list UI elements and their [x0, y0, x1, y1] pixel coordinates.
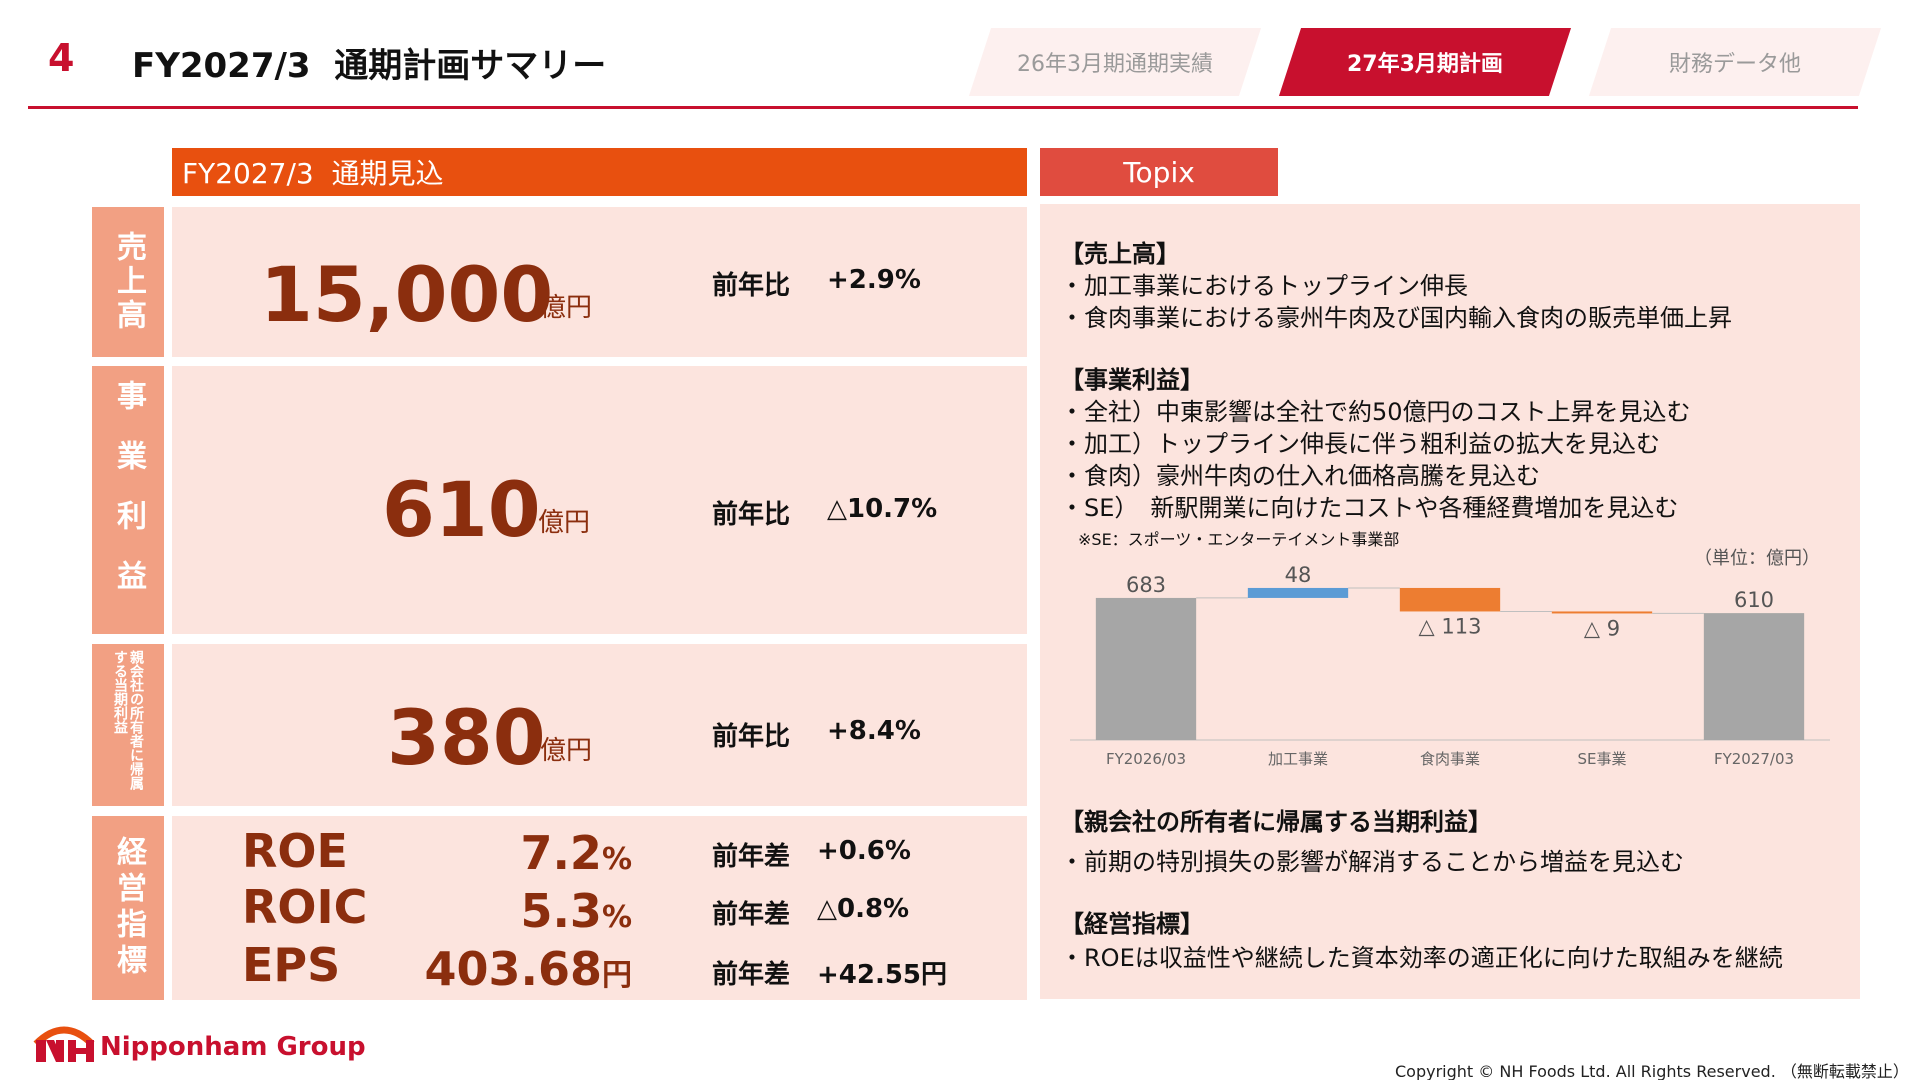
tab-label: 27年3月期計画 [1347, 52, 1503, 77]
chart-bar-0 [1095, 597, 1197, 740]
chart-value-label: 48 [1285, 563, 1312, 587]
waterfall-chart: （単位：億円） 683 FY2026/03 48 加工事業 △ 113 食肉事業 △ 9 SE事… [1070, 548, 1830, 768]
sales-unit: 億円 [540, 293, 593, 323]
tab-fy2026-results[interactable]: 26年3月期通期実績 [968, 28, 1262, 96]
topix-section-title: Topix [1040, 148, 1278, 196]
chart-category-label: 加工事業 [1268, 750, 1328, 768]
chart-category-label: FY2027/03 [1714, 750, 1794, 768]
chart-value-label: △ 113 [1419, 614, 1482, 638]
chart-bar-4 [1703, 613, 1805, 740]
business-profit-panel: 610 億円 前年比 △10.7% [172, 366, 1027, 634]
chart-bar-3 [1551, 611, 1653, 614]
sales-panel: 15,000 億円 前年比 +2.9% [172, 207, 1027, 357]
topix-net-heading: 【親会社の所有者に帰属する当期利益】 [1060, 808, 1492, 836]
topix-profit-item: ・加工）トップライン伸長に伴う粗利益の拡大を見込む [1060, 430, 1660, 458]
roe-cmp-value: +0.6% [817, 836, 911, 866]
eps-cmp-label: 前年差 [712, 960, 791, 990]
page-title: FY2027/3 通期計画サマリー [132, 46, 607, 86]
net-profit-unit: 億円 [540, 736, 593, 766]
forecast-section-title: FY2027/3 通期見込 [172, 148, 1027, 196]
copyright-text: Copyright © NH Foods Ltd. All Rights Res… [1395, 1062, 1909, 1080]
net-profit-cmp-label: 前年比 [712, 722, 791, 752]
sales-value: 15,000 [260, 250, 554, 339]
tab-financial-data[interactable]: 財務データ他 [1588, 28, 1882, 96]
topix-profit-heading: 【事業利益】 [1060, 366, 1204, 394]
roe-unit: % [601, 842, 632, 877]
business-profit-cmp-label: 前年比 [712, 500, 791, 530]
roic-cmp-value: △0.8% [817, 894, 910, 924]
business-profit-cmp-value: △10.7% [827, 494, 938, 524]
business-profit-unit: 億円 [538, 508, 591, 538]
topix-profit-item: ・食肉）豪州牛肉の仕入れ価格高騰を見込む [1060, 462, 1540, 490]
topix-profit-item: ・全社）中東影響は全社で約50億円のコスト上昇を見込む [1060, 398, 1691, 426]
topix-sales-item: ・加工事業におけるトップライン伸長 [1060, 272, 1468, 300]
chart-unit-label: （単位：億円） [1694, 548, 1820, 569]
eps-cmp-value: +42.55円 [817, 960, 948, 990]
company-logo-text: Nipponham Group [100, 1032, 366, 1062]
topix-kpi-item: ・ROEは収益性や継続した資本効率の適正化に向けた取組みを継続 [1060, 944, 1783, 972]
net-profit-label: 親会社の所有者に帰属する当期利益 [92, 644, 164, 806]
roic-name: ROIC [242, 880, 368, 934]
page-number: 4 [48, 36, 75, 80]
topix-sales-item: ・食肉事業における豪州牛肉及び国内輸入食肉の販売単価上昇 [1060, 304, 1732, 332]
roic-cmp-label: 前年差 [712, 900, 791, 930]
roic-value: 5.3% [372, 884, 632, 938]
chart-value-label: 610 [1734, 588, 1774, 612]
roe-value: 7.2% [372, 826, 632, 880]
topix-profit-item: ・SE） 新駅開業に向けたコストや各種経費増加を見込む [1060, 494, 1679, 522]
header-divider [28, 106, 1858, 109]
topix-se-note: ※SE：スポーツ・エンターテイメント事業部 [1078, 530, 1400, 549]
tab-fy2027-plan[interactable]: 27年3月期計画 [1278, 28, 1572, 96]
nipponham-logo-icon [33, 1026, 95, 1062]
eps-name: EPS [242, 938, 341, 992]
chart-bar-1 [1247, 587, 1349, 598]
chart-category-label: SE事業 [1578, 750, 1627, 768]
eps-unit: 円 [602, 958, 632, 993]
net-profit-panel: 380 億円 前年比 +8.4% [172, 644, 1027, 806]
roe-cmp-label: 前年差 [712, 842, 791, 872]
chart-bar-2 [1399, 587, 1501, 612]
chart-value-label: 683 [1126, 573, 1166, 597]
tab-label: 財務データ他 [1668, 52, 1801, 77]
roic-unit: % [601, 900, 632, 935]
sales-cmp-label: 前年比 [712, 271, 791, 301]
topix-panel: 【売上高】 ・加工事業におけるトップライン伸長 ・食肉事業における豪州牛肉及び国… [1040, 204, 1860, 999]
kpi-label: 経営指標 [92, 816, 164, 1000]
topix-sales-heading: 【売上高】 [1060, 240, 1180, 268]
chart-category-label: 食肉事業 [1420, 750, 1480, 768]
net-profit-value: 380 [387, 693, 546, 782]
chart-category-label: FY2026/03 [1106, 750, 1186, 768]
tab-label: 26年3月期通期実績 [1017, 52, 1213, 77]
net-profit-cmp-value: +8.4% [827, 716, 921, 746]
business-profit-value: 610 [382, 465, 541, 554]
roe-number: 7.2 [520, 826, 602, 880]
roic-number: 5.3 [520, 884, 602, 938]
roe-name: ROE [242, 824, 348, 878]
business-profit-label: 事業利益 [92, 366, 164, 634]
kpi-panel: ROE 7.2% 前年差 +0.6% ROIC 5.3% 前年差 △0.8% E… [172, 816, 1027, 1000]
sales-label: 売上高 [92, 207, 164, 357]
chart-value-label: △ 9 [1584, 616, 1620, 640]
sales-cmp-value: +2.9% [827, 265, 921, 295]
topix-kpi-heading: 【経営指標】 [1060, 910, 1204, 938]
eps-value: 403.68円 [332, 942, 632, 996]
topix-net-item: ・前期の特別損失の影響が解消することから増益を見込む [1060, 848, 1684, 876]
eps-number: 403.68 [424, 942, 602, 996]
